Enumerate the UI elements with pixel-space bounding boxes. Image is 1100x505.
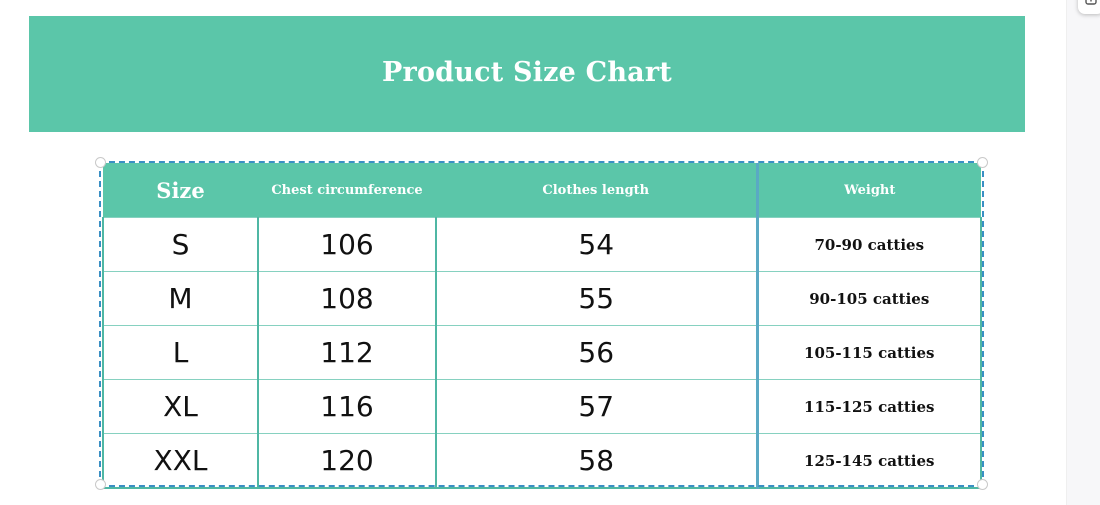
cell-size: XXL <box>102 433 258 489</box>
cell-chest: 108 <box>257 271 436 326</box>
header-chest: Chest circumference <box>258 163 436 218</box>
table-row: XXL 120 58 125-145 catties <box>102 433 982 489</box>
cell-weight: 125-145 catties <box>755 433 982 489</box>
title-banner[interactable]: Product Size Chart <box>29 16 1025 132</box>
header-size: Size <box>103 163 258 218</box>
right-side-panel <box>1066 0 1100 505</box>
table-row: M 108 55 90-105 catties <box>102 271 982 326</box>
resize-handle-bottom-left[interactable] <box>95 479 106 490</box>
add-element-button[interactable] <box>1078 0 1100 14</box>
add-frame-icon <box>1084 0 1098 11</box>
resize-handle-top-right[interactable] <box>977 157 988 168</box>
cell-weight: 105-115 catties <box>755 325 982 380</box>
cell-weight: 115-125 catties <box>755 379 982 434</box>
cell-weight: 70-90 catties <box>755 217 982 272</box>
cell-size: XL <box>102 379 258 434</box>
cell-length: 55 <box>435 271 757 326</box>
table-row: L 112 56 105-115 catties <box>102 325 982 380</box>
table-header-row: Size Chest circumference Clothes length … <box>103 163 981 218</box>
table-row: S 106 54 70-90 catties <box>102 217 982 272</box>
page-title: Product Size Chart <box>382 57 672 88</box>
table-row: XL 116 57 115-125 catties <box>102 379 982 434</box>
cell-length: 54 <box>435 217 757 272</box>
cell-length: 56 <box>435 325 757 380</box>
cell-size: S <box>102 217 258 272</box>
header-weight: Weight <box>755 163 981 218</box>
resize-handle-top-left[interactable] <box>95 157 106 168</box>
cell-chest: 106 <box>257 217 436 272</box>
cell-size: M <box>102 271 258 326</box>
cell-chest: 120 <box>257 433 436 489</box>
cell-length: 57 <box>435 379 757 434</box>
size-table-container[interactable]: Size Chest circumference Clothes length … <box>102 163 982 489</box>
cell-weight: 90-105 catties <box>755 271 982 326</box>
cell-chest: 112 <box>257 325 436 380</box>
resize-handle-bottom-right[interactable] <box>977 479 988 490</box>
cell-chest: 116 <box>257 379 436 434</box>
cell-length: 58 <box>435 433 757 489</box>
header-length: Clothes length <box>436 163 757 218</box>
size-table[interactable]: Size Chest circumference Clothes length … <box>102 163 982 489</box>
cell-size: L <box>102 325 258 380</box>
